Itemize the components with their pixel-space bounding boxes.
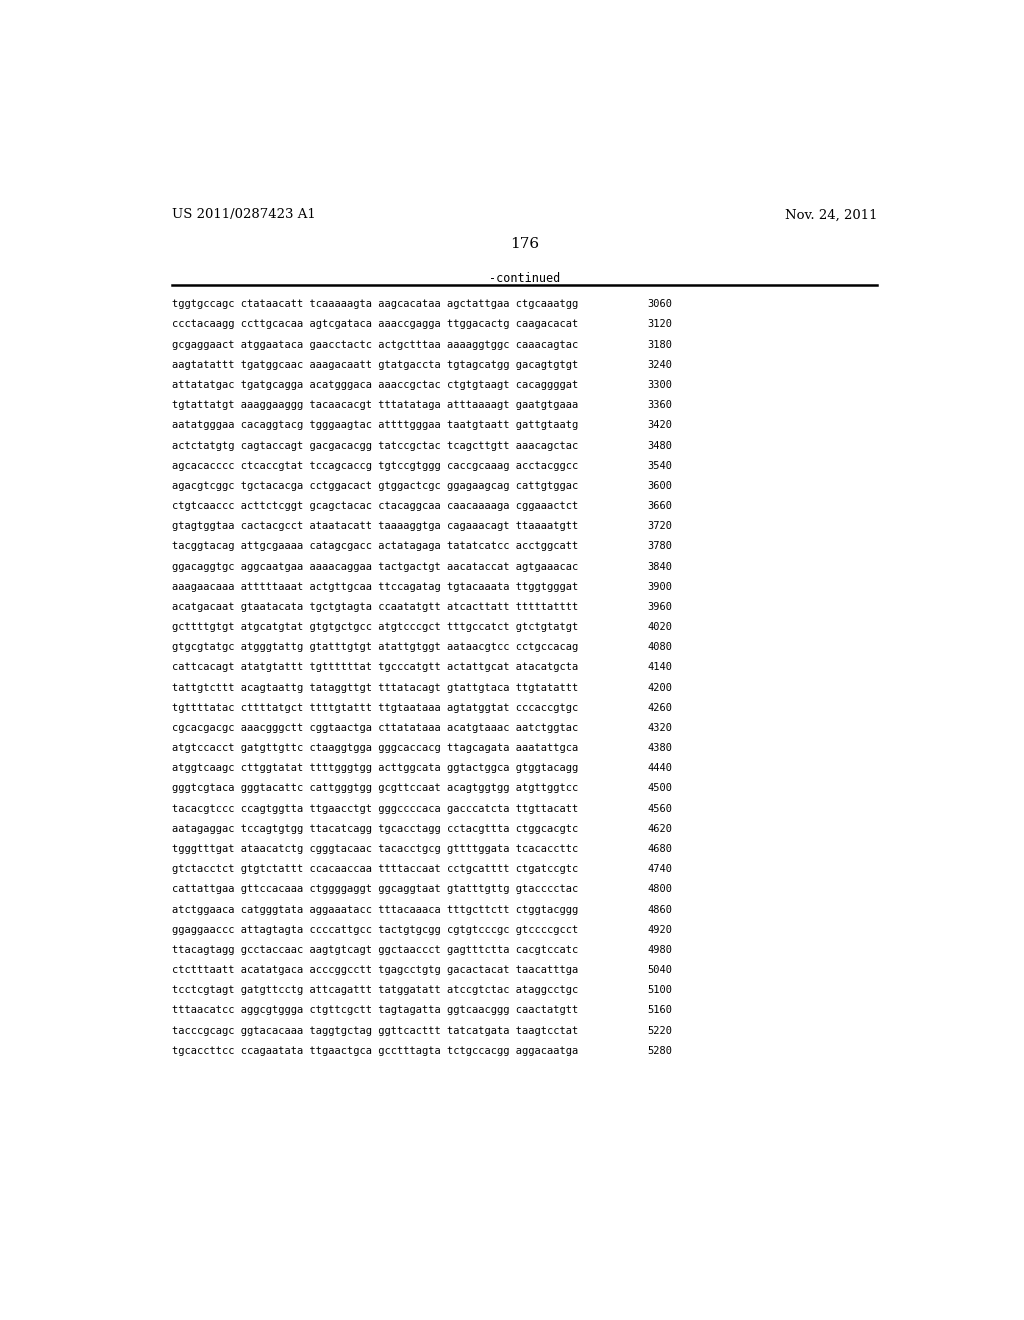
Text: 3840: 3840 xyxy=(647,561,672,572)
Text: aagtatattt tgatggcaac aaagacaatt gtatgaccta tgtagcatgg gacagtgtgt: aagtatattt tgatggcaac aaagacaatt gtatgac… xyxy=(172,360,579,370)
Text: 176: 176 xyxy=(510,238,540,251)
Text: tgcaccttcc ccagaatata ttgaactgca gcctttagta tctgccacgg aggacaatga: tgcaccttcc ccagaatata ttgaactgca gccttta… xyxy=(172,1045,579,1056)
Text: tttaacatcc aggcgtggga ctgttcgctt tagtagatta ggtcaacggg caactatgtt: tttaacatcc aggcgtggga ctgttcgctt tagtaga… xyxy=(172,1006,579,1015)
Text: 3120: 3120 xyxy=(647,319,672,330)
Text: 3540: 3540 xyxy=(647,461,672,471)
Text: 3240: 3240 xyxy=(647,360,672,370)
Text: 3360: 3360 xyxy=(647,400,672,411)
Text: gtagtggtaa cactacgcct ataatacatt taaaaggtga cagaaacagt ttaaaatgtt: gtagtggtaa cactacgcct ataatacatt taaaagg… xyxy=(172,521,579,531)
Text: 3420: 3420 xyxy=(647,420,672,430)
Text: 3660: 3660 xyxy=(647,502,672,511)
Text: gcttttgtgt atgcatgtat gtgtgctgcc atgtcccgct tttgccatct gtctgtatgt: gcttttgtgt atgcatgtat gtgtgctgcc atgtccc… xyxy=(172,622,579,632)
Text: ttacagtagg gcctaccaac aagtgtcagt ggctaaccct gagtttctta cacgtccatc: ttacagtagg gcctaccaac aagtgtcagt ggctaac… xyxy=(172,945,579,954)
Text: 3600: 3600 xyxy=(647,480,672,491)
Text: 4980: 4980 xyxy=(647,945,672,954)
Text: 4020: 4020 xyxy=(647,622,672,632)
Text: ggaggaaccc attagtagta ccccattgcc tactgtgcgg cgtgtcccgc gtccccgcct: ggaggaaccc attagtagta ccccattgcc tactgtg… xyxy=(172,925,579,935)
Text: 5040: 5040 xyxy=(647,965,672,975)
Text: aaagaacaaa atttttaaat actgttgcaa ttccagatag tgtacaaata ttggtgggat: aaagaacaaa atttttaaat actgttgcaa ttccaga… xyxy=(172,582,579,591)
Text: 4680: 4680 xyxy=(647,843,672,854)
Text: 4920: 4920 xyxy=(647,925,672,935)
Text: 4560: 4560 xyxy=(647,804,672,813)
Text: 4740: 4740 xyxy=(647,865,672,874)
Text: acatgacaat gtaatacata tgctgtagta ccaatatgtt atcacttatt tttttatttt: acatgacaat gtaatacata tgctgtagta ccaatat… xyxy=(172,602,579,612)
Text: gcgaggaact atggaataca gaacctactc actgctttaa aaaaggtggc caaacagtac: gcgaggaact atggaataca gaacctactc actgctt… xyxy=(172,339,579,350)
Text: 3720: 3720 xyxy=(647,521,672,531)
Text: 4260: 4260 xyxy=(647,702,672,713)
Text: 4080: 4080 xyxy=(647,643,672,652)
Text: 5100: 5100 xyxy=(647,985,672,995)
Text: 5220: 5220 xyxy=(647,1026,672,1036)
Text: 4860: 4860 xyxy=(647,904,672,915)
Text: agacgtcggc tgctacacga cctggacact gtggactcgc ggagaagcag cattgtggac: agacgtcggc tgctacacga cctggacact gtggact… xyxy=(172,480,579,491)
Text: aatatgggaa cacaggtacg tgggaagtac attttgggaa taatgtaatt gattgtaatg: aatatgggaa cacaggtacg tgggaagtac attttgg… xyxy=(172,420,579,430)
Text: atctggaaca catgggtata aggaaatacc tttacaaaca tttgcttctt ctggtacggg: atctggaaca catgggtata aggaaatacc tttacaa… xyxy=(172,904,579,915)
Text: US 2011/0287423 A1: US 2011/0287423 A1 xyxy=(172,209,316,222)
Text: tgtattatgt aaaggaaggg tacaacacgt tttatataga atttaaaagt gaatgtgaaa: tgtattatgt aaaggaaggg tacaacacgt tttatat… xyxy=(172,400,579,411)
Text: 4800: 4800 xyxy=(647,884,672,895)
Text: tattgtcttt acagtaattg tataggttgt tttatacagt gtattgtaca ttgtatattt: tattgtcttt acagtaattg tataggttgt tttatac… xyxy=(172,682,579,693)
Text: ctctttaatt acatatgaca acccggcctt tgagcctgtg gacactacat taacatttga: ctctttaatt acatatgaca acccggcctt tgagcct… xyxy=(172,965,579,975)
Text: 3960: 3960 xyxy=(647,602,672,612)
Text: ccctacaagg ccttgcacaa agtcgataca aaaccgagga ttggacactg caagacacat: ccctacaagg ccttgcacaa agtcgataca aaaccga… xyxy=(172,319,579,330)
Text: tcctcgtagt gatgttcctg attcagattt tatggatatt atccgtctac ataggcctgc: tcctcgtagt gatgttcctg attcagattt tatggat… xyxy=(172,985,579,995)
Text: agcacacccc ctcaccgtat tccagcaccg tgtccgtggg caccgcaaag acctacggcc: agcacacccc ctcaccgtat tccagcaccg tgtccgt… xyxy=(172,461,579,471)
Text: 4440: 4440 xyxy=(647,763,672,774)
Text: 3180: 3180 xyxy=(647,339,672,350)
Text: cattattgaa gttccacaaa ctggggaggt ggcaggtaat gtatttgttg gtacccctac: cattattgaa gttccacaaa ctggggaggt ggcaggt… xyxy=(172,884,579,895)
Text: atggtcaagc cttggtatat ttttgggtgg acttggcata ggtactggca gtggtacagg: atggtcaagc cttggtatat ttttgggtgg acttggc… xyxy=(172,763,579,774)
Text: tacccgcagc ggtacacaaa taggtgctag ggttcacttt tatcatgata taagtcctat: tacccgcagc ggtacacaaa taggtgctag ggttcac… xyxy=(172,1026,579,1036)
Text: 5160: 5160 xyxy=(647,1006,672,1015)
Text: 3480: 3480 xyxy=(647,441,672,450)
Text: -continued: -continued xyxy=(489,272,560,285)
Text: Nov. 24, 2011: Nov. 24, 2011 xyxy=(785,209,878,222)
Text: 4380: 4380 xyxy=(647,743,672,754)
Text: ggacaggtgc aggcaatgaa aaaacaggaa tactgactgt aacataccat agtgaaacac: ggacaggtgc aggcaatgaa aaaacaggaa tactgac… xyxy=(172,561,579,572)
Text: gggtcgtaca gggtacattc cattgggtgg gcgttccaat acagtggtgg atgttggtcc: gggtcgtaca gggtacattc cattgggtgg gcgttcc… xyxy=(172,784,579,793)
Text: gtctacctct gtgtctattt ccacaaccaa ttttaccaat cctgcatttt ctgatccgtc: gtctacctct gtgtctattt ccacaaccaa ttttacc… xyxy=(172,865,579,874)
Text: 4620: 4620 xyxy=(647,824,672,834)
Text: 3900: 3900 xyxy=(647,582,672,591)
Text: cgcacgacgc aaacgggctt cggtaactga cttatataaa acatgtaaac aatctggtac: cgcacgacgc aaacgggctt cggtaactga cttatat… xyxy=(172,723,579,733)
Text: cattcacagt atatgtattt tgttttttat tgcccatgtt actattgcat atacatgcta: cattcacagt atatgtattt tgttttttat tgcccat… xyxy=(172,663,579,672)
Text: tggtgccagc ctataacatt tcaaaaagta aagcacataa agctattgaa ctgcaaatgg: tggtgccagc ctataacatt tcaaaaagta aagcaca… xyxy=(172,300,579,309)
Text: atgtccacct gatgttgttc ctaaggtgga gggcaccacg ttagcagata aaatattgca: atgtccacct gatgttgttc ctaaggtgga gggcacc… xyxy=(172,743,579,754)
Text: attatatgac tgatgcagga acatgggaca aaaccgctac ctgtgtaagt cacaggggat: attatatgac tgatgcagga acatgggaca aaaccgc… xyxy=(172,380,579,389)
Text: tgggtttgat ataacatctg cgggtacaac tacacctgcg gttttggata tcacaccttc: tgggtttgat ataacatctg cgggtacaac tacacct… xyxy=(172,843,579,854)
Text: 4500: 4500 xyxy=(647,784,672,793)
Text: tgttttatac cttttatgct ttttgtattt ttgtaataaa agtatggtat cccaccgtgc: tgttttatac cttttatgct ttttgtattt ttgtaat… xyxy=(172,702,579,713)
Text: 3780: 3780 xyxy=(647,541,672,552)
Text: 5280: 5280 xyxy=(647,1045,672,1056)
Text: tacggtacag attgcgaaaa catagcgacc actatagaga tatatcatcc acctggcatt: tacggtacag attgcgaaaa catagcgacc actatag… xyxy=(172,541,579,552)
Text: aatagaggac tccagtgtgg ttacatcagg tgcacctagg cctacgttta ctggcacgtc: aatagaggac tccagtgtgg ttacatcagg tgcacct… xyxy=(172,824,579,834)
Text: tacacgtccc ccagtggtta ttgaacctgt gggccccaca gacccatcta ttgttacatt: tacacgtccc ccagtggtta ttgaacctgt gggcccc… xyxy=(172,804,579,813)
Text: 4140: 4140 xyxy=(647,663,672,672)
Text: 4320: 4320 xyxy=(647,723,672,733)
Text: actctatgtg cagtaccagt gacgacacgg tatccgctac tcagcttgtt aaacagctac: actctatgtg cagtaccagt gacgacacgg tatccgc… xyxy=(172,441,579,450)
Text: ctgtcaaccc acttctcggt gcagctacac ctacaggcaa caacaaaaga cggaaactct: ctgtcaaccc acttctcggt gcagctacac ctacagg… xyxy=(172,502,579,511)
Text: 3060: 3060 xyxy=(647,300,672,309)
Text: gtgcgtatgc atgggtattg gtatttgtgt atattgtggt aataacgtcc cctgccacag: gtgcgtatgc atgggtattg gtatttgtgt atattgt… xyxy=(172,643,579,652)
Text: 3300: 3300 xyxy=(647,380,672,389)
Text: 4200: 4200 xyxy=(647,682,672,693)
